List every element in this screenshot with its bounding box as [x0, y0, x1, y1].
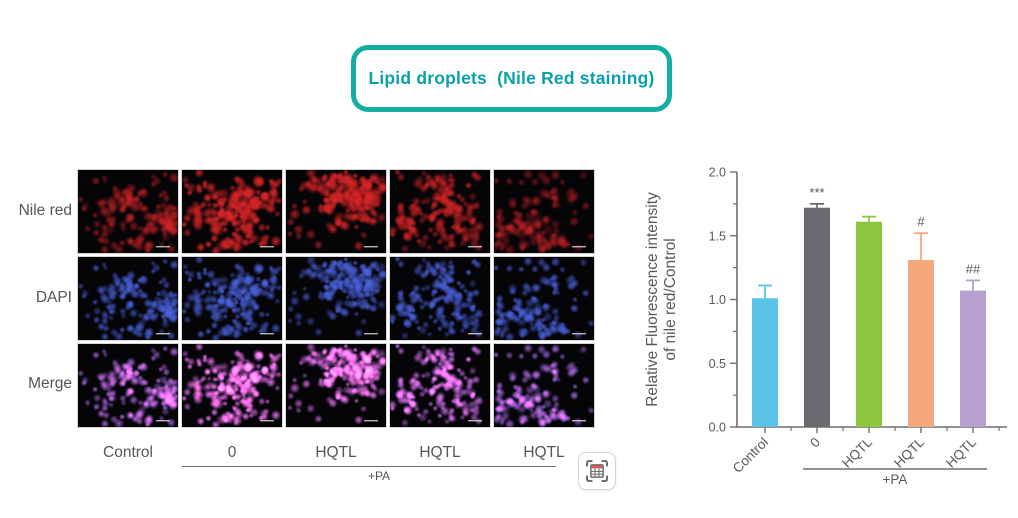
bar-2-hqtl [856, 221, 882, 427]
x-category-label: HQTL [891, 434, 927, 470]
micro-cell-nile-red-c2 [285, 169, 387, 254]
micro-cell-dapi-c4 [493, 256, 595, 341]
col-label-0-control: Control [103, 444, 153, 461]
x-category-label: Control [730, 435, 771, 476]
col-label-2-hqtl: HQTL [315, 444, 357, 461]
row-label-nile-red: Nile red [18, 202, 72, 219]
row-label-dapi: DAPI [35, 289, 72, 306]
micro-cell-merge-c2 [285, 343, 387, 428]
microscopy-image-grid [77, 169, 595, 428]
micro-cell-merge-c3 [389, 343, 491, 428]
col-label-4-hqtl: HQTL [523, 444, 565, 461]
chart-pa-group-label: +PA [883, 472, 908, 487]
micro-cell-merge-c1 [181, 343, 283, 428]
figure-title-box: Lipid droplets (Nile Red staining) [351, 45, 672, 112]
x-category-label: HQTL [943, 434, 979, 470]
micro-cell-merge-c4 [493, 343, 595, 428]
table-capture-button[interactable] [578, 452, 616, 490]
y-axis-label-line2: of nile red/Control [662, 238, 679, 360]
table-capture-icon [586, 460, 608, 482]
y-axis-label-line1: Relative Fluorescence intensity [644, 192, 661, 407]
bar-4-hqtl [960, 290, 986, 427]
col-label-3-hqtl: HQTL [419, 444, 461, 461]
x-category-label: 0 [807, 435, 823, 451]
pa-group-label: +PA [367, 469, 391, 483]
bar-0-control [752, 298, 778, 427]
y-tick-label: 1.0 [709, 293, 726, 307]
y-tick-label: 0.5 [709, 357, 726, 371]
row-label-merge: Merge [28, 375, 72, 392]
x-category-label: HQTL [839, 434, 875, 470]
y-tick-label: 0.0 [709, 421, 726, 435]
bar-chart: 0.0 0.5 1.0 1.5 2.0 Control *** 0 HQTL # HQTL ## HQT… [644, 166, 1007, 487]
micro-cell-dapi-c3 [389, 256, 491, 341]
significance-annotation: # [917, 214, 925, 229]
bar-1-0 [804, 207, 830, 427]
micro-cell-merge-c0 [77, 343, 179, 428]
pa-group-line [182, 466, 556, 467]
micro-cell-nile-red-c0 [77, 169, 179, 254]
significance-annotation: *** [809, 185, 824, 200]
micro-cell-dapi-c0 [77, 256, 179, 341]
col-label-1-0: 0 [227, 444, 237, 461]
significance-annotation: ## [966, 261, 981, 276]
micro-cell-nile-red-c4 [493, 169, 595, 254]
figure-title: Lipid droplets (Nile Red staining) [368, 68, 655, 88]
micro-cell-dapi-c2 [285, 256, 387, 341]
y-tick-label: 1.5 [709, 229, 726, 243]
micro-cell-nile-red-c3 [389, 169, 491, 254]
micro-cell-dapi-c1 [181, 256, 283, 341]
bar-3-hqtl [908, 259, 934, 427]
y-tick-label: 2.0 [709, 166, 726, 180]
micro-cell-nile-red-c1 [181, 169, 283, 254]
